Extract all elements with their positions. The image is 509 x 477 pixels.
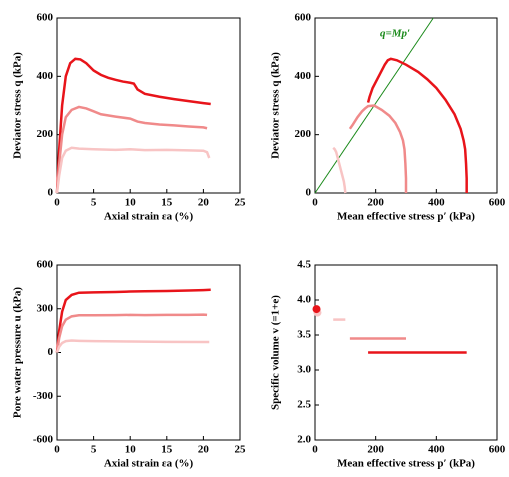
x-tick-label: 20 — [198, 197, 210, 209]
x-axis-label: Axial strain εa (%) — [104, 211, 194, 223]
series-line — [55, 146, 211, 194]
panel: 0 200 400 600 0 200 400 600 Mean effective stres… — [270, 12, 506, 223]
y-axis-label: Deviator stress q (kPa) — [270, 52, 282, 159]
y-tick-label: 600 — [37, 12, 54, 24]
y-tick-label: 2.0 — [297, 434, 311, 446]
x-tick-label: 200 — [367, 197, 384, 209]
y-tick-label: 4.0 — [297, 294, 311, 306]
series-line — [332, 146, 347, 194]
series-line — [55, 105, 208, 194]
x-axis-label: Mean effective stress p′ (kPa) — [337, 211, 475, 223]
x-tick-label: 5 — [91, 197, 97, 209]
y-tick-label: 2.5 — [297, 399, 311, 411]
y-tick-label: 600 — [295, 12, 312, 24]
plot-frame — [314, 264, 498, 441]
y-tick-label: 400 — [295, 70, 312, 82]
x-axis-label: Mean effective stress p′ (kPa) — [337, 458, 475, 470]
y-tick-label: 0 — [48, 346, 54, 358]
y-axis-label: Specific volume v (=1+e) — [270, 295, 282, 410]
data-point — [312, 305, 321, 314]
y-tick-label: 200 — [295, 128, 312, 140]
y-tick-label: 400 — [37, 70, 54, 82]
x-tick-label: 400 — [428, 444, 445, 456]
series-line — [55, 288, 211, 353]
series-line — [55, 57, 211, 194]
plot-frame — [56, 17, 241, 194]
panel: 0 200 400 600 2.0 2.5 3.0 3.5 4.0 4.5 Mean effecti… — [270, 259, 506, 470]
x-tick-label: 0 — [312, 197, 318, 209]
x-tick-label: 10 — [125, 197, 137, 209]
x-tick-label: 600 — [489, 444, 506, 456]
annotation: q=Mp′ — [380, 28, 410, 40]
x-tick-label: 400 — [428, 197, 445, 209]
y-tick-label: 0 — [48, 187, 54, 199]
y-tick-label: -300 — [33, 390, 54, 402]
series-line — [55, 339, 210, 353]
x-tick-label: 0 — [54, 197, 60, 209]
y-tick-label: 300 — [37, 302, 54, 314]
x-tick-label: 5 — [91, 444, 97, 456]
x-tick-label: 20 — [198, 444, 210, 456]
y-tick-label: 0 — [306, 187, 312, 199]
series-line — [366, 57, 468, 193]
x-tick-label: 10 — [125, 444, 137, 456]
y-tick-label: 3.5 — [297, 329, 311, 341]
y-tick-label: -600 — [33, 434, 54, 446]
x-tick-label: 0 — [312, 444, 318, 456]
x-tick-label: 600 — [489, 197, 506, 209]
panel: 0 5 10 15 20 25 -600 -300 0 300 600 Axial strain εa… — [12, 259, 246, 470]
panel: 0 5 10 15 20 25 0 200 400 600 Axial strain εa (%) D… — [12, 12, 246, 223]
y-tick-label: 200 — [37, 128, 54, 140]
series-line — [348, 104, 408, 193]
x-tick-label: 15 — [161, 197, 173, 209]
x-tick-label: 25 — [235, 197, 247, 209]
x-tick-label: 200 — [367, 444, 384, 456]
y-tick-label: 3.0 — [297, 364, 311, 376]
y-tick-label: 600 — [37, 259, 54, 271]
x-tick-label: 25 — [235, 444, 247, 456]
series-line — [55, 313, 208, 353]
x-axis-label: Axial strain εa (%) — [104, 458, 194, 470]
y-axis-label: Pore water pressure u (kPa) — [12, 287, 24, 419]
y-tick-label: 4.5 — [297, 259, 311, 271]
y-axis-label: Deviator stress q (kPa) — [12, 52, 24, 159]
x-tick-label: 15 — [161, 444, 173, 456]
x-tick-label: 0 — [54, 444, 60, 456]
